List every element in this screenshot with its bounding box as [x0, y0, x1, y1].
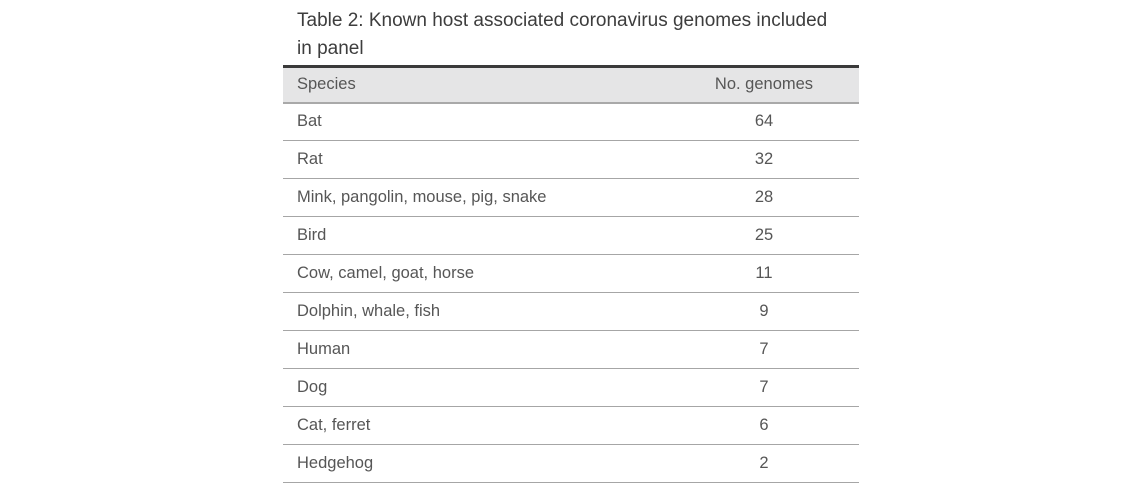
table-header-row: Species No. genomes: [283, 65, 859, 104]
genomes-count-cell: 7: [669, 368, 859, 407]
species-cell: Human: [283, 330, 669, 369]
genomes-count-cell: 25: [669, 216, 859, 255]
table-row: Dolphin, whale, fish 9: [283, 292, 859, 331]
table-row: Cat, ferret 6: [283, 406, 859, 445]
species-cell: Mink, pangolin, mouse, pig, snake: [283, 178, 669, 217]
species-cell: Bat: [283, 102, 669, 141]
table-caption: Table 2: Known host associated coronavir…: [297, 10, 828, 59]
genomes-count-cell: 2: [669, 444, 859, 483]
column-header-no-genomes: No. genomes: [669, 65, 859, 104]
species-cell: Dolphin, whale, fish: [283, 292, 669, 331]
species-cell: Cow, camel, goat, horse: [283, 254, 669, 293]
species-cell: Rat: [283, 140, 669, 179]
table-body: Bat 64 Rat 32 Mink, pangolin, mouse, pig…: [283, 102, 859, 483]
table-row: Bat 64: [283, 102, 859, 141]
genomes-count-cell: 6: [669, 406, 859, 445]
table-row: Human 7: [283, 330, 859, 369]
table-row: Bird 25: [283, 216, 859, 255]
table-row: Cow, camel, goat, horse 11: [283, 254, 859, 293]
column-header-species: Species: [283, 65, 669, 104]
table-row: Hedgehog 2: [283, 444, 859, 483]
table-figure: Table 2: Known host associated coronavir…: [283, 0, 859, 483]
genomes-count-cell: 32: [669, 140, 859, 179]
genomes-count-cell: 7: [669, 330, 859, 369]
species-cell: Cat, ferret: [283, 406, 669, 445]
table-row: Rat 32: [283, 140, 859, 179]
genomes-count-cell: 28: [669, 178, 859, 217]
table-row: Dog 7: [283, 368, 859, 407]
species-cell: Hedgehog: [283, 444, 669, 483]
species-cell: Bird: [283, 216, 669, 255]
genomes-count-cell: 9: [669, 292, 859, 331]
genomes-count-cell: 11: [669, 254, 859, 293]
table-row: Mink, pangolin, mouse, pig, snake 28: [283, 178, 859, 217]
genomes-count-cell: 64: [669, 102, 859, 141]
genomes-table: Species No. genomes Bat 64 Rat 32 Mink, …: [283, 65, 859, 483]
species-cell: Dog: [283, 368, 669, 407]
